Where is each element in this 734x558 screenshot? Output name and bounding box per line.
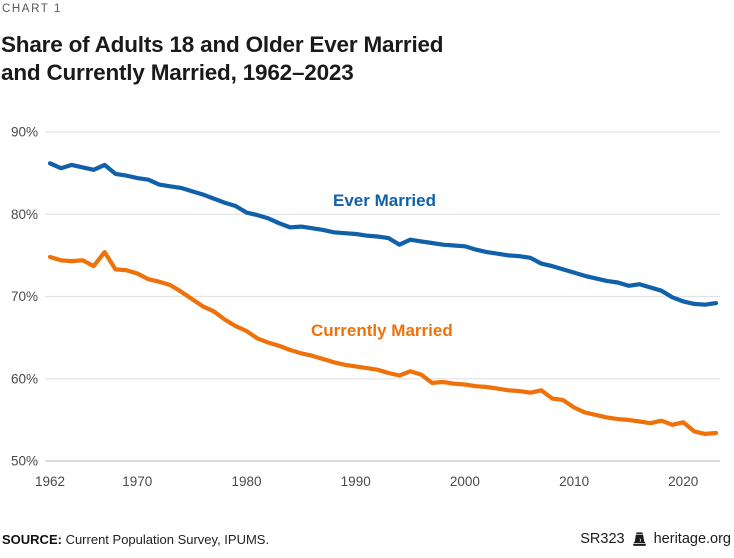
- chart-title-line2: and Currently Married, 1962–2023: [1, 60, 354, 85]
- chart-title-line1: Share of Adults 18 and Older Ever Marrie…: [1, 32, 444, 57]
- heritage-bell-icon: [631, 531, 648, 547]
- svg-text:60%: 60%: [11, 371, 38, 386]
- chart-footer: SOURCE: Current Population Survey, IPUMS…: [0, 529, 734, 549]
- site-url: heritage.org: [653, 531, 731, 547]
- chart-kicker: CHART 1: [2, 3, 62, 15]
- svg-text:2020: 2020: [668, 474, 698, 489]
- svg-text:2000: 2000: [450, 474, 480, 489]
- series-label-currently-married: Currently Married: [311, 321, 453, 340]
- series-label-ever-married: Ever Married: [333, 191, 436, 210]
- chart-title: Share of Adults 18 and Older Ever Marrie…: [1, 31, 561, 87]
- source-note: SOURCE: Current Population Survey, IPUMS…: [2, 532, 269, 547]
- svg-text:1962: 1962: [35, 474, 65, 489]
- source-label: SOURCE:: [2, 531, 62, 547]
- footer-branding: SR323 heritage.org: [580, 531, 731, 547]
- report-id: SR323: [580, 531, 625, 547]
- svg-text:1990: 1990: [341, 474, 371, 489]
- source-text: Current Population Survey, IPUMS.: [61, 531, 270, 547]
- line-chart: 50% 60% 70% 80% 90% 1962 1970 1980 1990 2000 2010 2…: [11, 125, 720, 489]
- svg-text:1980: 1980: [231, 474, 261, 489]
- svg-text:90%: 90%: [11, 125, 38, 140]
- svg-text:70%: 70%: [11, 289, 38, 304]
- svg-text:80%: 80%: [11, 207, 38, 222]
- svg-text:50%: 50%: [11, 454, 38, 469]
- svg-text:1970: 1970: [122, 474, 152, 489]
- svg-text:2010: 2010: [559, 474, 589, 489]
